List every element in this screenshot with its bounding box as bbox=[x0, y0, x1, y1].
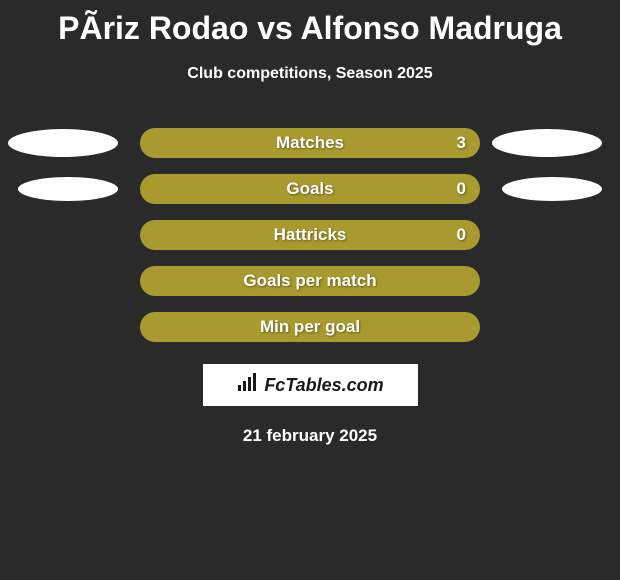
stat-label: Goals per match bbox=[243, 271, 376, 291]
stat-bar: Goals per match bbox=[140, 266, 480, 296]
stat-value: 0 bbox=[457, 179, 466, 199]
brand-box[interactable]: FcTables.com bbox=[203, 364, 418, 406]
brand-text: FcTables.com bbox=[264, 375, 383, 396]
stat-label: Min per goal bbox=[260, 317, 360, 337]
stat-row-goals-per-match: Goals per match bbox=[0, 266, 620, 296]
stat-bar: Goals 0 bbox=[140, 174, 480, 204]
stat-label: Hattricks bbox=[274, 225, 347, 245]
stat-row-min-per-goal: Min per goal bbox=[0, 312, 620, 342]
chart-icon bbox=[236, 373, 258, 398]
stat-value: 3 bbox=[457, 133, 466, 153]
stat-row-hattricks: Hattricks 0 bbox=[0, 220, 620, 250]
stat-label: Matches bbox=[276, 133, 344, 153]
stat-bar: Hattricks 0 bbox=[140, 220, 480, 250]
stat-row-matches: Matches 3 bbox=[0, 128, 620, 158]
stat-label: Goals bbox=[286, 179, 333, 199]
page-title: PÃriz Rodao vs Alfonso Madruga bbox=[0, 0, 620, 47]
subtitle: Club competitions, Season 2025 bbox=[0, 65, 620, 83]
left-oval bbox=[18, 177, 118, 201]
right-oval bbox=[492, 129, 602, 157]
stat-value: 0 bbox=[457, 225, 466, 245]
stat-bar: Matches 3 bbox=[140, 128, 480, 158]
stat-bar: Min per goal bbox=[140, 312, 480, 342]
left-oval bbox=[8, 129, 118, 157]
right-oval bbox=[502, 177, 602, 201]
date-text: 21 february 2025 bbox=[0, 426, 620, 446]
stat-row-goals: Goals 0 bbox=[0, 174, 620, 204]
stats-container: Matches 3 Goals 0 Hattricks 0 Goals per … bbox=[0, 128, 620, 342]
